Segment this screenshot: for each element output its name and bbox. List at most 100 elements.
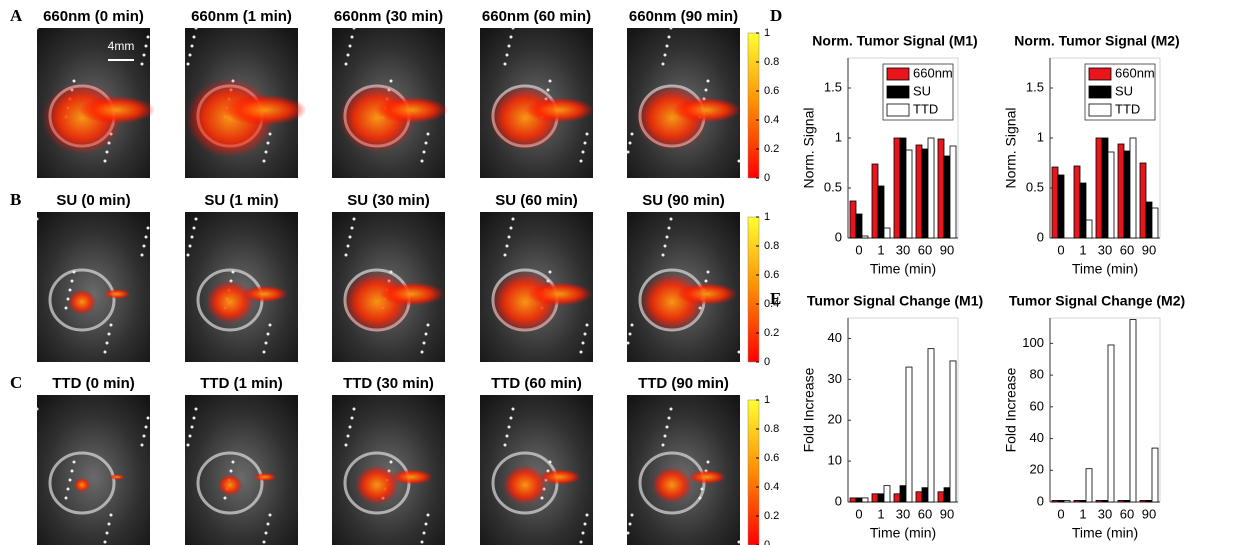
speckle [504,444,507,447]
speckle [269,514,272,517]
speckle [232,461,235,464]
bar [938,139,944,238]
speckle [631,514,634,517]
speckle [699,497,702,500]
bar [872,494,878,502]
speckle [425,333,428,336]
legend-swatch [887,86,909,98]
scale-bar-label: 4mm [108,39,135,53]
speckle [668,36,671,39]
speckle [263,351,266,354]
speckle [353,408,356,411]
speckle [664,435,667,438]
ultrasound-image [36,27,156,179]
speckle [705,280,708,283]
speckle [143,54,146,57]
speckle [351,227,354,230]
bar [1064,500,1070,502]
speckle [187,444,190,447]
colorbar-label: 0.2 [764,143,779,155]
bar [1108,345,1114,502]
speckle [664,245,667,248]
panel-title: SU (1 min) [204,192,278,209]
bar [950,146,956,238]
colorbar-label: 0.8 [764,56,779,68]
chart-title: Tumor Signal Change (M2) [1009,293,1185,309]
speckle [580,160,583,163]
colorbar [748,400,759,545]
signal [391,469,433,484]
plot-frame [848,318,958,502]
speckle [504,63,507,66]
speckle [345,254,348,257]
bar [850,498,856,502]
bar [1096,138,1102,238]
section-letter: D [770,6,782,25]
y-tick-label: 1 [835,129,842,144]
bar [1146,202,1152,238]
speckle [662,444,665,447]
colorbar-label: 0.8 [764,240,779,252]
legend-swatch [1089,104,1111,116]
speckle [580,351,583,354]
bar [1074,500,1080,502]
speckle [267,523,270,526]
bar [1096,500,1102,502]
speckle [508,236,511,239]
speckle [65,307,68,310]
speckle [145,236,148,239]
signal [223,95,307,126]
panel-title: SU (90 min) [642,192,725,209]
speckle [263,541,266,544]
colorbar-label: 0 [764,356,770,368]
speckle [347,245,350,248]
bar [928,349,934,502]
bar [1058,500,1064,502]
y-tick-label: 80 [1030,367,1044,382]
x-tick-label: 1 [1079,242,1086,257]
speckle [195,27,198,30]
colorbar-label: 0 [764,172,770,184]
panel-letter: C [10,373,22,392]
speckle [71,470,74,473]
speckle [666,236,669,239]
bar [1118,500,1124,502]
colorbar [748,217,759,362]
ultrasound-image [480,212,593,362]
panel-title: TTD (60 min) [491,375,582,392]
speckle [191,426,194,429]
speckle [421,160,424,163]
speckle [512,27,515,30]
x-tick-label: 30 [1098,242,1112,257]
colorbar [748,33,759,178]
speckle [349,236,352,239]
bar [884,486,890,502]
signal [688,470,726,484]
speckle [189,435,192,438]
bar [1130,138,1136,238]
bar [1080,500,1086,502]
speckle [69,479,72,482]
speckle [141,254,144,257]
speckle [629,523,632,526]
bar [1086,220,1092,238]
bar [928,138,934,238]
y-tick-label: 1.5 [1026,79,1044,94]
colorbar-label: 1 [764,211,770,223]
chart-title: Norm. Tumor Signal (M1) [812,33,977,49]
speckle [707,271,710,274]
speckle [108,523,111,526]
speckle [390,461,393,464]
signal [380,282,445,306]
speckle [668,227,671,230]
colorbar-label: 0.4 [764,481,779,493]
speckle [512,218,515,221]
bar [938,492,944,502]
speckle [390,271,393,274]
ultrasound-image [332,27,448,179]
panel-title: TTD (90 min) [638,375,729,392]
bar [1152,448,1158,502]
y-axis-label: Norm. Signal [1003,108,1019,189]
signal [673,97,741,122]
speckle [69,289,72,292]
